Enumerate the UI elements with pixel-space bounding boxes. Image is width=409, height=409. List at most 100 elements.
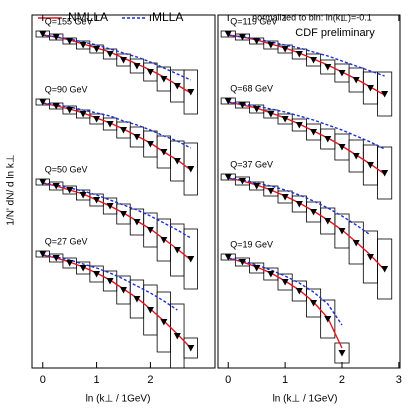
data-point [39,99,47,106]
data-point [310,57,318,64]
data-point [146,141,154,148]
data-point [352,240,360,247]
data-point [106,278,114,285]
data-point [93,197,101,204]
data-point [133,134,141,141]
legend-label: NMLLA [68,10,108,24]
data-point [224,174,232,181]
data-point [187,89,195,96]
error-box [183,337,198,359]
data-point [338,70,346,77]
data-point [238,259,246,266]
data-point [160,76,168,83]
data-point [324,316,332,323]
data-point [93,271,101,278]
data-point [366,162,374,169]
data-point [238,102,246,109]
data-point [267,111,275,118]
data-point [324,64,332,71]
error-box [320,299,336,339]
x-tick-label: 1 [94,374,100,386]
annotation: normalized to bin: ln(k⊥)=-0.1 [252,12,372,22]
data-point [173,333,181,340]
data-point [106,121,114,128]
data-point [173,83,181,90]
data-point [79,265,87,272]
data-point [295,51,303,58]
data-point [39,179,47,186]
data-point [366,254,374,261]
error-box [170,303,185,369]
nmlla-curve [228,177,386,271]
data-point [173,247,181,254]
data-point [352,77,360,84]
group-label: Q=155 GeV [45,16,93,26]
data-point [66,38,74,45]
data-point [52,34,60,41]
data-point [366,85,374,92]
x-tick-label: 0 [40,374,46,386]
data-point [173,158,181,165]
data-point [281,194,289,201]
data-point [381,170,389,177]
data-point [133,63,141,70]
x-tick-label: 3 [396,374,402,386]
data-point [93,46,101,53]
data-point [381,91,389,98]
data-point [253,183,261,190]
data-point [187,256,195,263]
group-label: Q=19 GeV [230,239,273,249]
data-point [253,38,261,45]
data-point [160,237,168,244]
data-point [146,227,154,234]
data-point [39,251,47,258]
data-point [281,279,289,286]
data-point [238,178,246,185]
data-point [295,201,303,208]
panel-frame [217,14,401,369]
data-point [310,209,318,216]
data-point [160,149,168,156]
x-axis-label: ln (k⊥ / 1GeV) [86,394,151,405]
data-point [52,183,60,190]
data-point [66,260,74,267]
data-point [338,350,346,357]
data-point [79,111,87,118]
data-point [79,42,87,49]
error-box [377,238,393,300]
legend-label: MLLA [152,10,183,24]
data-point [52,103,60,110]
data-point [120,57,127,64]
data-point [281,116,289,123]
data-point [133,219,141,226]
data-point [281,46,289,53]
x-tick-label: 1 [282,374,288,386]
data-point [310,300,318,307]
error-box [183,69,198,115]
mlla-curve [42,102,192,149]
data-point [187,166,195,173]
error-box [183,228,198,290]
data-point [120,127,127,134]
error-box [234,257,250,267]
data-point [267,188,275,195]
group-label: Q=90 GeV [45,84,88,94]
data-point [238,34,246,41]
mlla-curve [42,34,192,81]
group-label: Q=37 GeV [230,159,273,169]
data-point [93,116,101,123]
data-point [146,69,154,76]
data-point [310,129,318,136]
group-label: Q=50 GeV [45,164,88,174]
panel-frame [31,14,216,369]
group-label: Q=119 GeV [230,16,277,26]
data-point [120,287,127,294]
data-point [52,255,60,262]
data-point [267,42,275,49]
error-box [334,342,350,364]
data-point [338,228,346,235]
data-point [79,192,87,199]
data-point [120,211,127,218]
error-box [377,71,393,117]
data-point [39,31,47,38]
